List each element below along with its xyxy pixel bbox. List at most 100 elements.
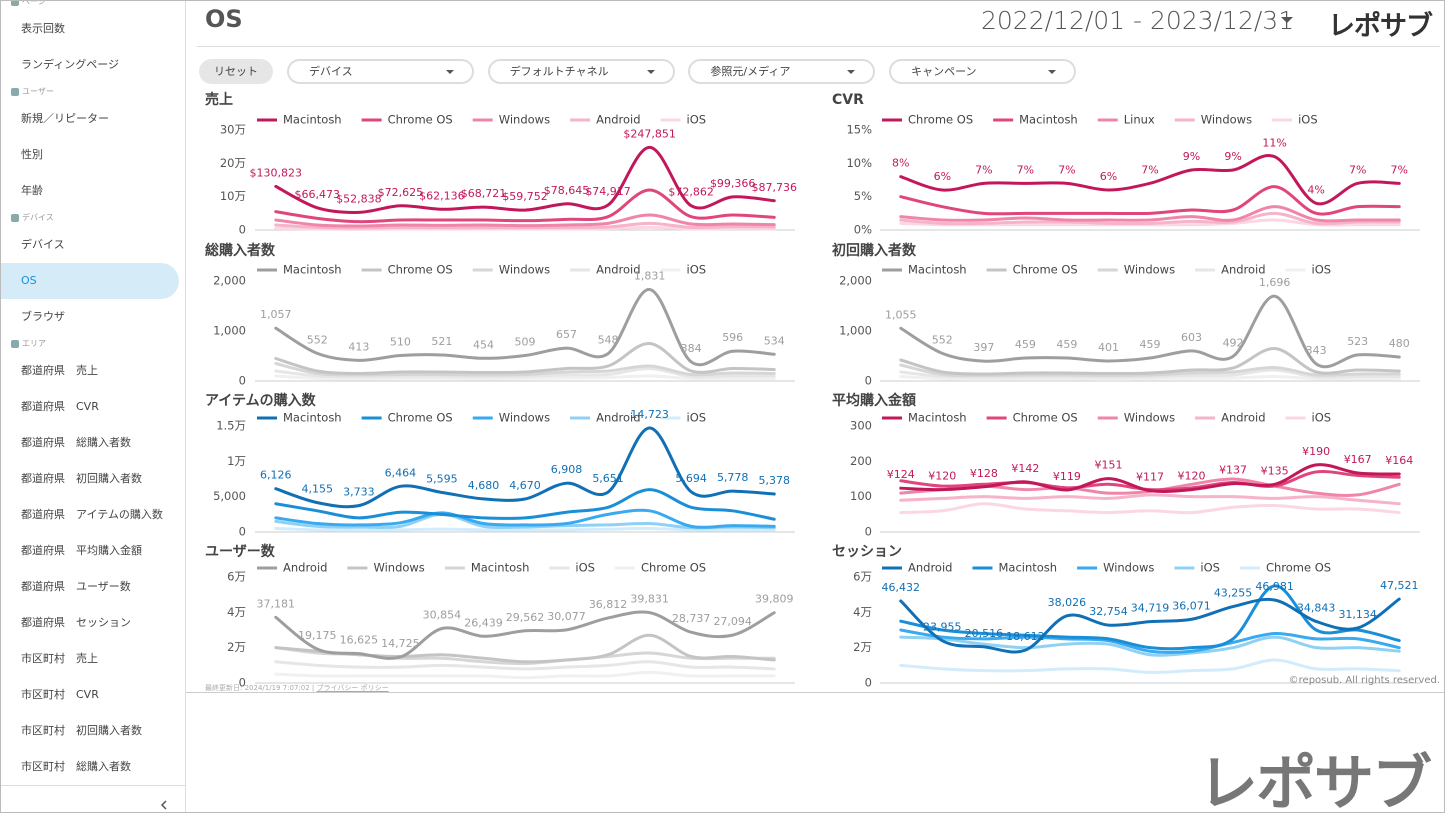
data-label: 4% [1307, 183, 1324, 196]
y-tick-label: 0 [239, 525, 246, 539]
data-label: 603 [1181, 331, 1202, 344]
data-label: ¥142 [1011, 462, 1039, 475]
data-label: 7% [1141, 163, 1158, 176]
data-label: 384 [681, 342, 702, 355]
sidebar-item[interactable]: OS [0, 263, 179, 299]
sidebar-item[interactable]: 性別 [21, 148, 43, 161]
chart-title: CVR [832, 92, 864, 108]
data-label: 7% [975, 163, 992, 176]
reset-button[interactable]: リセット [199, 59, 273, 84]
data-label: $62,136 [419, 189, 465, 202]
series-line [899, 154, 1401, 206]
series-line [899, 658, 1401, 674]
data-label: 1,055 [885, 308, 917, 321]
sidebar-item[interactable]: 都道府県 アイテムの購入数 [21, 508, 163, 521]
data-label: 16,625 [340, 634, 379, 647]
sidebar-item[interactable]: 都道府県 CVR [21, 400, 99, 413]
data-label: 7% [1349, 163, 1366, 176]
sidebar-item[interactable]: ブラウザ [21, 310, 65, 323]
data-label: 5,778 [717, 471, 749, 484]
filter-dropdown[interactable]: デバイス [287, 59, 474, 84]
collapse-button[interactable] [0, 785, 185, 813]
data-label: 5,694 [675, 472, 707, 485]
sidebar-item[interactable]: 都道府県 平均購入金額 [21, 544, 142, 557]
data-label: 413 [348, 340, 369, 353]
data-label: 401 [1098, 341, 1119, 354]
sidebar-section: ページ [0, 0, 185, 11]
legend-label: Chrome OS [908, 113, 973, 127]
legend-label: Chrome OS [388, 113, 453, 127]
legend-label: Android [596, 113, 640, 127]
privacy-link[interactable]: プライバシー ポリシー [316, 684, 389, 692]
legend-label: Macintosh [908, 263, 967, 277]
date-range[interactable]: 2022/12/01 - 2023/12/31 [981, 6, 1295, 35]
sidebar-item[interactable]: デバイス [21, 238, 65, 251]
series-line [899, 635, 1401, 657]
data-label: 596 [722, 331, 743, 344]
filter-dropdown[interactable]: デフォルトチャネル [487, 59, 675, 84]
chart: 6,126 4,155 3,733 6,464 5,595 4,680 4,670 6,908… [260, 408, 790, 532]
chart: 8% 6% 7% 7% 7% 6% 7% 9% 9% 11% 4% 7% 7% [892, 137, 1408, 227]
sidebar-item[interactable]: 都道府県 セッション [21, 616, 131, 629]
data-label: 459 [1015, 338, 1036, 351]
sidebar-item[interactable]: 市区町村 売上 [21, 652, 98, 665]
series-line [274, 145, 776, 214]
legend-label: Android [1221, 263, 1265, 277]
legend-label: Chrome OS [641, 561, 706, 575]
data-label: ¥167 [1344, 453, 1372, 466]
sidebar-item[interactable]: 都道府県 売上 [21, 364, 98, 377]
data-label: 492 [1223, 336, 1244, 349]
date-caret[interactable] [1280, 16, 1294, 24]
sidebar-item[interactable]: 市区町村 CVR [21, 688, 99, 701]
series-line [899, 374, 1401, 381]
data-label: 454 [473, 338, 494, 351]
filter-dropdown[interactable]: 参照元/メディア [688, 59, 876, 84]
data-label: 510 [390, 336, 411, 349]
data-label: 31,134 [1338, 608, 1377, 621]
data-label: 23,955 [923, 621, 962, 634]
series-line [899, 205, 1401, 223]
sidebar-item[interactable]: 都道府県 初回購入者数 [21, 472, 142, 485]
legend-label: Android [596, 263, 640, 277]
collapse-icon [160, 800, 167, 810]
filter-dropdown[interactable]: キャンペーン [889, 59, 1077, 84]
legend-label: Chrome OS [388, 411, 453, 425]
legend-label: Android [908, 561, 952, 575]
sidebar-item[interactable]: 市区町村 総購入者数 [21, 760, 131, 773]
data-label: ¥124 [887, 468, 915, 481]
series-line [899, 628, 1401, 654]
data-label: 7% [1058, 163, 1075, 176]
series-line [274, 426, 776, 509]
sidebar-item[interactable]: 表示回数 [21, 22, 65, 35]
data-label: ¥119 [1053, 470, 1081, 483]
y-tick-label: 6万 [227, 570, 246, 584]
data-label: 1,057 [260, 308, 292, 321]
data-label: 5,651 [592, 472, 624, 485]
sidebar-item[interactable]: 市区町村 初回購入者数 [21, 724, 142, 737]
data-label: 6,908 [551, 463, 583, 476]
sidebar-item[interactable]: 年齢 [21, 184, 43, 197]
series-line [274, 221, 776, 230]
series-line [899, 211, 1401, 226]
legend-label: Macintosh [1019, 113, 1078, 127]
chart-title: ユーザー数 [205, 543, 276, 560]
separator: | [311, 684, 315, 692]
data-label: 11% [1262, 137, 1286, 150]
legend-label: Windows [1103, 561, 1154, 575]
last-updated: 最終更新日: 2024/1/19 7:07:02 [205, 684, 310, 692]
data-label: 6,464 [385, 466, 417, 479]
page-title: OS [205, 5, 243, 33]
sidebar-item[interactable]: 都道府県 総購入者数 [21, 436, 131, 449]
legend-label: iOS [687, 411, 707, 425]
legend-label: Macintosh [283, 113, 342, 127]
data-label: 509 [515, 336, 536, 349]
data-label: 34,719 [1131, 602, 1170, 615]
sidebar-item[interactable]: 新規／リピーター [21, 112, 109, 125]
legend-label: Windows [499, 263, 550, 277]
data-label: $247,851 [623, 127, 676, 140]
sidebar-item[interactable]: 都道府県 ユーザー数 [21, 580, 131, 593]
chart-title: 売上 [205, 91, 233, 108]
legend-label: Chrome OS [1266, 561, 1331, 575]
sidebar-item[interactable]: ランディングページ [21, 58, 120, 71]
